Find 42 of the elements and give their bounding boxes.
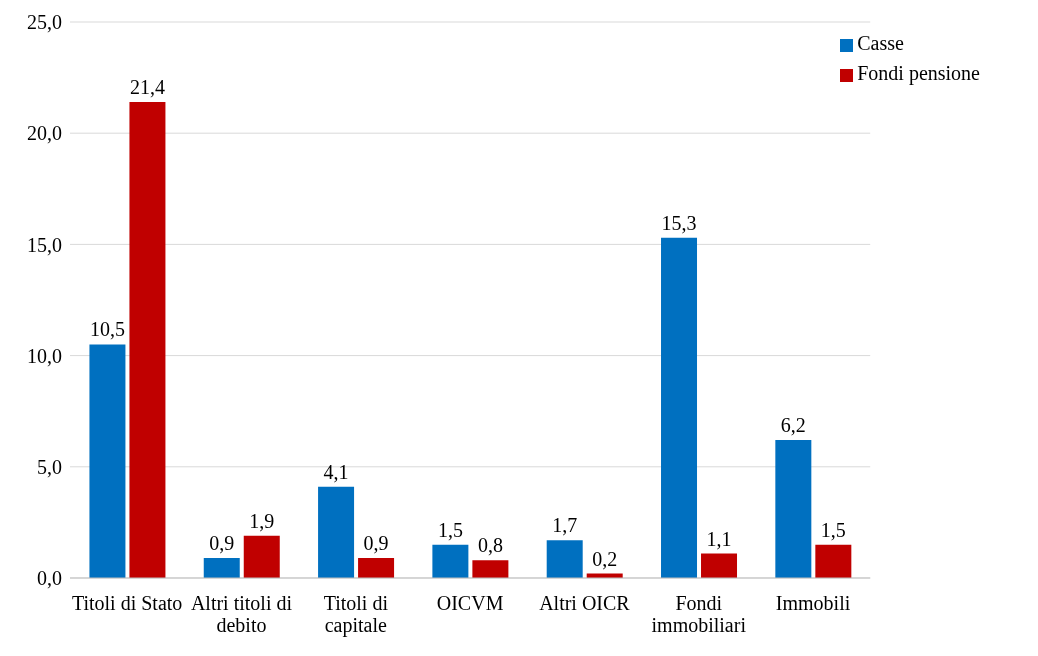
y-tick-label: 0,0	[37, 567, 62, 590]
x-tick-label: Titoli di capitale	[323, 592, 389, 637]
bar	[318, 486, 355, 578]
bar	[358, 557, 395, 578]
data-label: 15,3	[661, 211, 697, 234]
legend-label: Casse	[857, 32, 904, 54]
x-tick-label: Titoli di Stato	[71, 592, 183, 614]
bar	[815, 544, 852, 578]
bar	[472, 560, 509, 578]
data-label: 0,9	[209, 531, 235, 554]
bar	[89, 344, 126, 578]
x-tick-label: OICVM	[436, 592, 504, 614]
bar	[661, 237, 698, 578]
y-tick-label: 10,0	[27, 344, 62, 367]
data-label: 0,9	[363, 531, 389, 554]
data-label: 4,1	[323, 460, 349, 483]
data-label: 1,5	[437, 518, 463, 541]
data-label: 1,5	[820, 518, 846, 541]
bar	[775, 440, 812, 578]
data-label: 0,8	[477, 534, 503, 557]
bar	[432, 544, 469, 578]
y-tick-label: 20,0	[27, 122, 62, 145]
y-tick-label: 5,0	[37, 455, 62, 478]
bar	[546, 540, 583, 578]
data-label: 10,5	[89, 318, 125, 341]
data-label: 1,7	[552, 514, 578, 537]
x-tick-label: Altri titoli di debito	[190, 592, 293, 636]
y-tick-label: 25,0	[27, 11, 62, 34]
data-label: 21,4	[129, 76, 165, 99]
x-tick-label: Altri OICR	[539, 592, 631, 614]
y-tick-label: 15,0	[27, 233, 62, 256]
bar	[129, 102, 166, 578]
bar	[243, 535, 280, 578]
data-label: 6,2	[780, 414, 806, 437]
x-tick-label: Immobili	[775, 592, 851, 614]
data-label: 0,2	[592, 547, 618, 570]
data-label: 1,9	[249, 509, 275, 532]
data-label: 1,1	[706, 527, 732, 550]
bar	[203, 557, 240, 578]
bar	[701, 553, 738, 578]
legend-label: Fondi pensione	[857, 62, 980, 84]
x-tick-label: Fondi immobiliari	[651, 592, 747, 636]
